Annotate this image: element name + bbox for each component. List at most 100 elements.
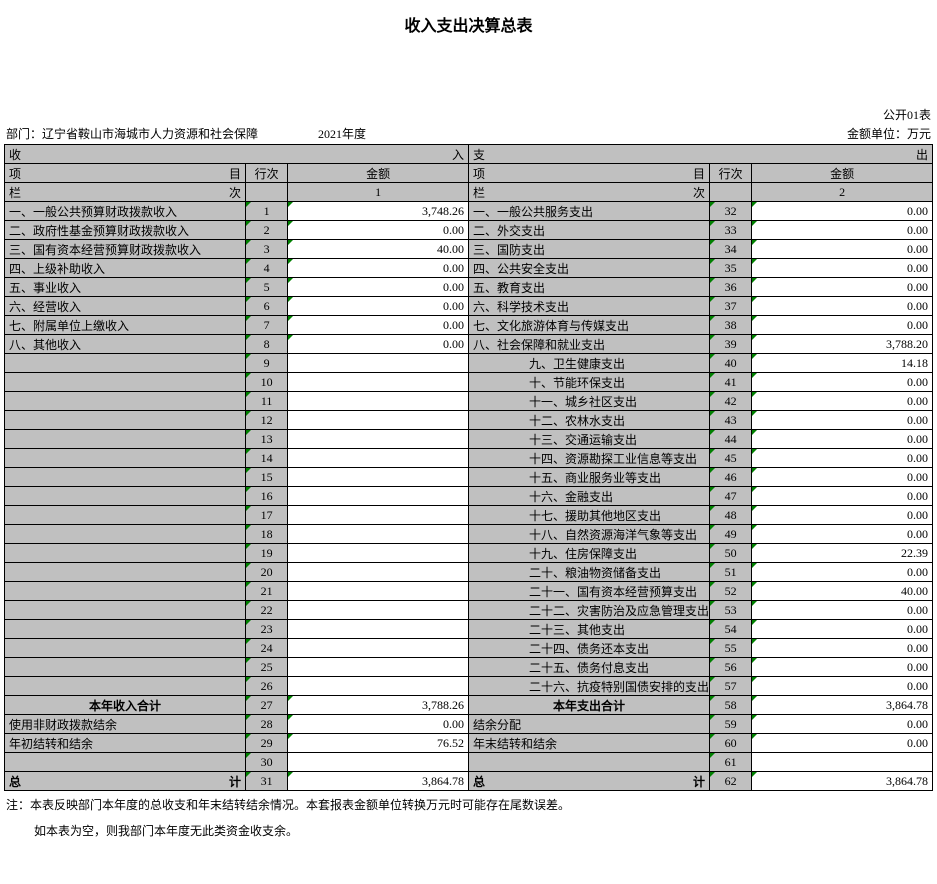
meta-top: 公开01表 (4, 106, 933, 125)
income-rownum: 20 (246, 563, 288, 582)
expense-amount: 0.00 (752, 525, 933, 544)
expense-amount: 0.00 (752, 221, 933, 240)
income-amount (288, 639, 469, 658)
income-item: 七、附属单位上缴收入 (5, 316, 246, 335)
expense-amount: 0.00 (752, 601, 933, 620)
income-item: 四、上级补助收入 (5, 259, 246, 278)
income-amount (288, 373, 469, 392)
income-amount: 40.00 (288, 240, 469, 259)
extra-right-n: 59 (710, 715, 752, 734)
total-right-amt: 3,864.78 (752, 772, 933, 791)
expense-rownum: 39 (710, 335, 752, 354)
expense-item: 八、社会保障和就业支出 (468, 335, 709, 354)
extra-left-n: 28 (246, 715, 288, 734)
income-amount: 0.00 (288, 259, 469, 278)
income-amount: 0.00 (288, 221, 469, 240)
extra-left-item: 使用非财政拨款结余 (5, 715, 246, 734)
extra-left-amt: 0.00 (288, 715, 469, 734)
income-amount (288, 392, 469, 411)
expense-item: 十六、金融支出 (468, 487, 709, 506)
extra-left-amt (288, 753, 469, 772)
col-lan-left: 栏次 (5, 183, 246, 202)
income-rownum: 8 (246, 335, 288, 354)
extra-left-n: 29 (246, 734, 288, 753)
income-rownum: 7 (246, 316, 288, 335)
income-item (5, 487, 246, 506)
expense-amount: 0.00 (752, 202, 933, 221)
total-left-amt: 3,864.78 (288, 772, 469, 791)
expense-item: 十一、城乡社区支出 (468, 392, 709, 411)
col-lan-right: 栏次 (468, 183, 709, 202)
expense-rownum: 57 (710, 677, 752, 696)
col-item-right: 项目 (468, 164, 709, 183)
footnote-2: 如本表为空，则我部门本年度无此类资金收支余。 (4, 821, 933, 843)
extra-right-item (468, 753, 709, 772)
expense-item: 十五、商业服务业等支出 (468, 468, 709, 487)
expense-rownum: 42 (710, 392, 752, 411)
income-amount (288, 506, 469, 525)
expense-rownum: 33 (710, 221, 752, 240)
form-number: 公开01表 (883, 106, 931, 123)
expense-rownum: 48 (710, 506, 752, 525)
expense-item: 一、一般公共服务支出 (468, 202, 709, 221)
expense-rownum: 51 (710, 563, 752, 582)
income-rownum: 10 (246, 373, 288, 392)
income-amount (288, 563, 469, 582)
col-empty-r (710, 183, 752, 202)
expense-rownum: 50 (710, 544, 752, 563)
expense-rownum: 53 (710, 601, 752, 620)
income-amount (288, 354, 469, 373)
income-item: 一、一般公共预算财政拨款收入 (5, 202, 246, 221)
expense-amount: 0.00 (752, 506, 933, 525)
expense-item: 十九、住房保障支出 (468, 544, 709, 563)
footnote-1: 注：本表反映部门本年度的总收支和年末结转结余情况。本套报表金额单位转换万元时可能… (4, 795, 933, 817)
income-rownum: 17 (246, 506, 288, 525)
income-rownum: 4 (246, 259, 288, 278)
extra-left-item (5, 753, 246, 772)
col-rownum-left: 行次 (246, 164, 288, 183)
expense-rownum: 44 (710, 430, 752, 449)
expense-amount: 0.00 (752, 658, 933, 677)
income-rownum: 12 (246, 411, 288, 430)
income-item (5, 506, 246, 525)
expense-amount: 0.00 (752, 278, 933, 297)
expense-amount: 40.00 (752, 582, 933, 601)
expense-rownum: 45 (710, 449, 752, 468)
budget-table: 收入 支出 项目 行次 金额 项目 行次 金额 栏次 1 栏次 2 一、一般公共… (4, 144, 933, 791)
expense-amount: 0.00 (752, 411, 933, 430)
expense-rownum: 34 (710, 240, 752, 259)
income-amount (288, 620, 469, 639)
expense-item: 五、教育支出 (468, 278, 709, 297)
income-item: 三、国有资本经营预算财政拨款收入 (5, 240, 246, 259)
income-rownum: 25 (246, 658, 288, 677)
expense-rownum: 54 (710, 620, 752, 639)
income-amount (288, 487, 469, 506)
expense-amount: 0.00 (752, 620, 933, 639)
income-amount (288, 544, 469, 563)
expense-rownum: 56 (710, 658, 752, 677)
expense-item: 二十三、其他支出 (468, 620, 709, 639)
income-item (5, 449, 246, 468)
income-rownum: 15 (246, 468, 288, 487)
expense-amount: 0.00 (752, 240, 933, 259)
income-item (5, 392, 246, 411)
income-amount: 0.00 (288, 335, 469, 354)
income-header: 收入 (5, 145, 469, 164)
expense-amount: 0.00 (752, 468, 933, 487)
income-subtotal-amt: 3,788.26 (288, 696, 469, 715)
income-amount (288, 658, 469, 677)
expense-rownum: 55 (710, 639, 752, 658)
expense-item: 三、国防支出 (468, 240, 709, 259)
expense-amount: 22.39 (752, 544, 933, 563)
income-item (5, 544, 246, 563)
expense-amount: 0.00 (752, 430, 933, 449)
income-amount: 0.00 (288, 297, 469, 316)
expense-amount: 0.00 (752, 677, 933, 696)
total-left-n: 31 (246, 772, 288, 791)
income-amount (288, 449, 469, 468)
meta-main: 部门：辽宁省鞍山市海城市人力资源和社会保障 2021年度 金额单位：万元 (4, 125, 933, 144)
expense-rownum: 43 (710, 411, 752, 430)
income-amount (288, 468, 469, 487)
income-rownum: 22 (246, 601, 288, 620)
income-rownum: 6 (246, 297, 288, 316)
